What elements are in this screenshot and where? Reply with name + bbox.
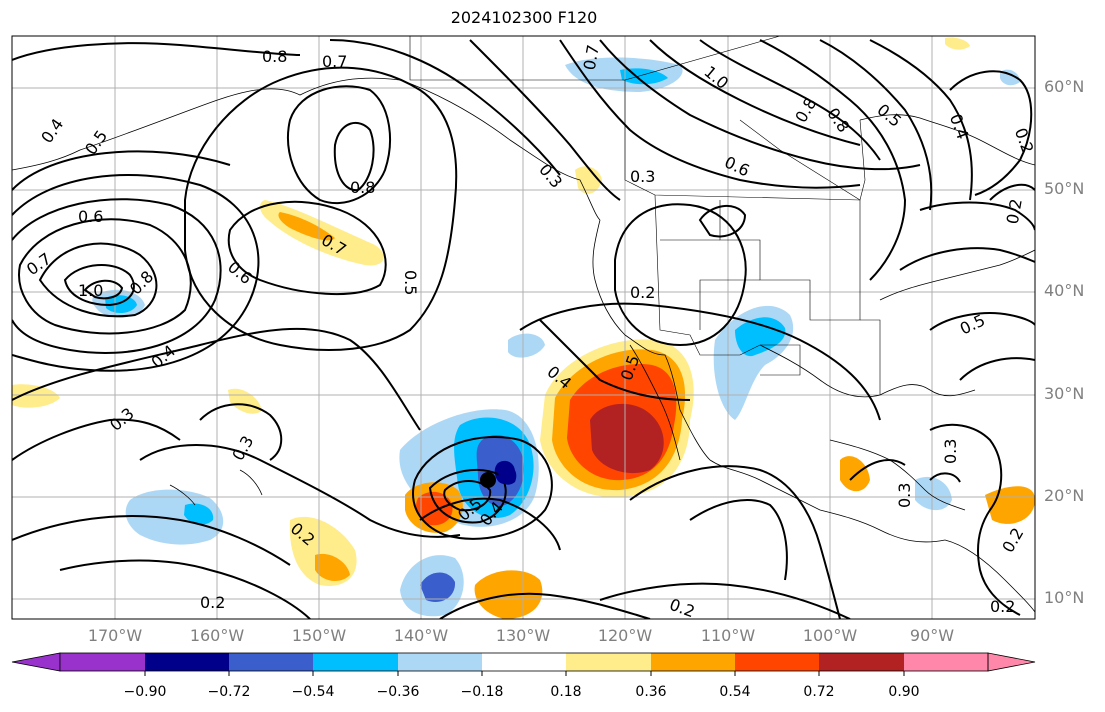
map-area: 0.8 0.7 0.4 0.5 0.8 0.6 0.7 1.0 0.8 0.7 … <box>12 36 1035 619</box>
positive-anomaly-high <box>590 403 664 474</box>
colorbar <box>11 652 1036 676</box>
colorbar-tick-label: −0.18 <box>460 684 504 700</box>
contour-label: 0.8 <box>350 178 375 197</box>
negative-anomaly-mexico-core <box>735 317 786 357</box>
positive-anomaly-cyan-small <box>508 333 545 358</box>
colorbar-tick-label: −0.90 <box>123 684 167 700</box>
colorbar-tick-label: 0.54 <box>719 684 751 700</box>
latitude-label: 30°N <box>1044 384 1085 403</box>
graticule <box>12 36 1035 619</box>
longitude-label: 130°W <box>495 626 551 645</box>
contour-label: 0.2 <box>200 593 225 612</box>
colorbar-swatch <box>60 653 145 671</box>
contour-label: 0.3 <box>941 439 960 464</box>
political-borders <box>409 36 881 395</box>
contour-lines <box>12 39 1035 619</box>
latitude-label: 40°N <box>1044 281 1085 300</box>
longitude-label: 160°W <box>189 626 245 645</box>
contour-label: 0.6 <box>78 207 103 226</box>
latitude-label: 10°N <box>1044 588 1085 607</box>
coastlines <box>12 77 1035 613</box>
contour-label: 0.3 <box>895 483 914 508</box>
colorbar-tick-label: 0.36 <box>635 684 667 700</box>
contour-label: 0.7 <box>322 52 347 71</box>
contour-label: 0.2 <box>630 283 655 302</box>
longitude-label: 90°W <box>909 626 955 645</box>
positive-anomaly-isthmus <box>840 456 870 492</box>
colorbar-tick-label: 0.90 <box>888 684 920 700</box>
longitude-label: 120°W <box>597 626 653 645</box>
contour-label: 0.7 <box>580 43 603 71</box>
negative-anomaly-west-core <box>105 295 137 314</box>
colorbar-ticks <box>144 671 905 676</box>
colorbar-swatch <box>651 653 735 671</box>
colorbar-tick-label: −0.54 <box>291 684 335 700</box>
colorbar-swatch <box>735 653 819 671</box>
contour-label: 0.2 <box>990 597 1015 616</box>
storm-core-shading <box>498 465 517 485</box>
latitude-label: 20°N <box>1044 486 1085 505</box>
contour-label: 0.5 <box>401 270 420 295</box>
longitude-label: 140°W <box>393 626 449 645</box>
map-frame <box>11 35 1036 620</box>
colorbar-swatch <box>398 653 482 671</box>
colorbar-tick-label: 0.72 <box>803 684 835 700</box>
contour-label: 0.2 <box>1003 197 1026 225</box>
longitude-label: 110°W <box>700 626 756 645</box>
map-title: 2024102300 F120 <box>450 8 598 27</box>
colorbar-arrow-high <box>987 652 1036 672</box>
colorbar-swatch <box>819 653 904 671</box>
colorbar-swatch <box>145 653 229 671</box>
colorbar-frame <box>59 652 989 672</box>
storm-center-marker <box>480 472 496 488</box>
positive-anomaly-northeast <box>945 37 970 50</box>
latitude-label: 60°N <box>1044 77 1085 96</box>
longitude-label: 100°W <box>802 626 858 645</box>
longitude-label: 170°W <box>87 626 143 645</box>
longitude-label: 150°W <box>291 626 347 645</box>
colorbar-tick-label: −0.72 <box>207 684 251 700</box>
contour-label: 1.0 <box>78 281 103 300</box>
colorbar-tick-label: −0.36 <box>376 684 420 700</box>
negative-anomaly-south-blob <box>125 489 224 545</box>
positive-anomaly-gulf <box>575 166 602 194</box>
colorbar-swatch <box>229 653 313 671</box>
colorbar-swatch <box>904 653 988 671</box>
negative-anomaly-south-center-core <box>420 572 456 602</box>
negative-anomaly-south-core <box>184 503 214 525</box>
positive-anomaly-far-west <box>12 384 60 408</box>
colorbar-swatch <box>313 653 398 671</box>
latitude-label: 50°N <box>1044 179 1085 198</box>
contour-label: 0.8 <box>262 47 287 66</box>
colorbar-swatch <box>566 653 651 671</box>
colorbar-swatch <box>482 653 566 671</box>
colorbar-tick-label: 0.18 <box>550 684 582 700</box>
positive-anomaly-band-core <box>278 212 335 241</box>
colorbar-arrow-low <box>11 652 61 672</box>
contour-label: 0.3 <box>630 167 655 186</box>
positive-anomaly-southwest-core <box>315 553 350 582</box>
